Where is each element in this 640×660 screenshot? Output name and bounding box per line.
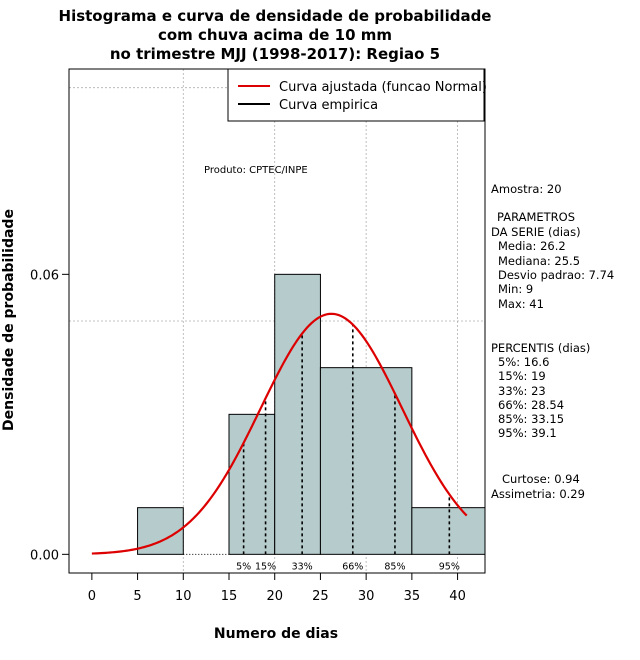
y-tick-label-0: 0.00 (30, 548, 59, 563)
legend-label-empirica: Curva empirica (279, 98, 378, 113)
percentile-label-2: 33% (292, 561, 313, 572)
histogram-bar-3 (274, 273, 321, 555)
x-tick-label-4: 20 (266, 589, 283, 604)
param-desvio: Desvio padrao: 7.74 (498, 268, 614, 282)
legend-box (227, 68, 485, 122)
param-max: Max: 41 (498, 297, 544, 311)
param-media: Media: 26.2 (498, 239, 566, 253)
legend: Curva ajustada (funcao Normal) Curva emp… (227, 68, 487, 122)
y-tick-label-1: 0.06 (30, 268, 59, 283)
x-tick-label-0: 0 (88, 589, 96, 604)
percentil-15: 15%: 19 (498, 369, 546, 383)
x-tick-label-6: 30 (358, 589, 375, 604)
chart-title-line-2: com chuva acima de 10 mm (158, 26, 392, 44)
percentile-label-3: 66% (342, 561, 363, 572)
produto-annotation: Produto: CPTEC/INPE (204, 165, 308, 176)
histogram-bar-4 (319, 367, 413, 555)
percentile-label-1: 15% (255, 561, 276, 572)
percentile-label-5: 95% (439, 561, 460, 572)
x-tick-label-2: 10 (175, 589, 192, 604)
y-axis: 0.00 0.06 (30, 268, 69, 563)
statistics-panel: Amostra: 20 PARAMETROS DA SERIE (dias) M… (491, 182, 614, 501)
percentil-33: 33%: 23 (498, 384, 546, 398)
percentis-title: PERCENTIS (dias) (491, 341, 590, 355)
x-tick-label-5: 25 (312, 589, 329, 604)
assimetria-text: Assimetria: 0.29 (491, 487, 585, 501)
histogram-bar-2 (228, 413, 276, 555)
legend-label-normal: Curva ajustada (funcao Normal) (279, 80, 487, 95)
x-axis-title: Numero de dias (214, 626, 338, 642)
percentil-5: 5%: 16.6 (498, 355, 549, 369)
param-min: Min: 9 (498, 282, 533, 296)
chart-title-line-1: Histograma e curva de densidade de proba… (59, 7, 492, 25)
x-tick-label-7: 35 (404, 589, 421, 604)
percentile-label-4: 85% (384, 561, 405, 572)
percentil-85: 85%: 33.15 (498, 412, 564, 426)
y-axis-title: Densidade de probabilidade (1, 209, 17, 431)
percentil-95: 95%: 39.1 (498, 426, 557, 440)
param-title-1: PARAMETROS (497, 210, 575, 224)
x-tick-label-1: 5 (133, 589, 141, 604)
curtose-text: Curtose: 0.94 (502, 472, 580, 486)
percentile-lines: 5% 15% 33% 66% 85% 95% (236, 324, 460, 572)
x-tick-label-8: 40 (449, 589, 466, 604)
histogram-bars (137, 273, 486, 555)
param-title-2: DA SERIE (dias) (491, 225, 581, 239)
x-axis: 0 5 10 15 20 25 30 35 40 (88, 573, 466, 604)
percentile-label-0: 5% (236, 561, 251, 572)
chart-title-line-3: no trimestre MJJ (1998-2017): Regiao 5 (110, 45, 440, 63)
normal-curve-line (91, 312, 468, 555)
x-tick-label-3: 15 (221, 589, 238, 604)
histogram-bar-5 (411, 507, 486, 555)
param-mediana: Mediana: 25.5 (498, 254, 580, 268)
percentil-66: 66%: 28.54 (498, 398, 564, 412)
amostra-text: Amostra: 20 (491, 182, 562, 196)
